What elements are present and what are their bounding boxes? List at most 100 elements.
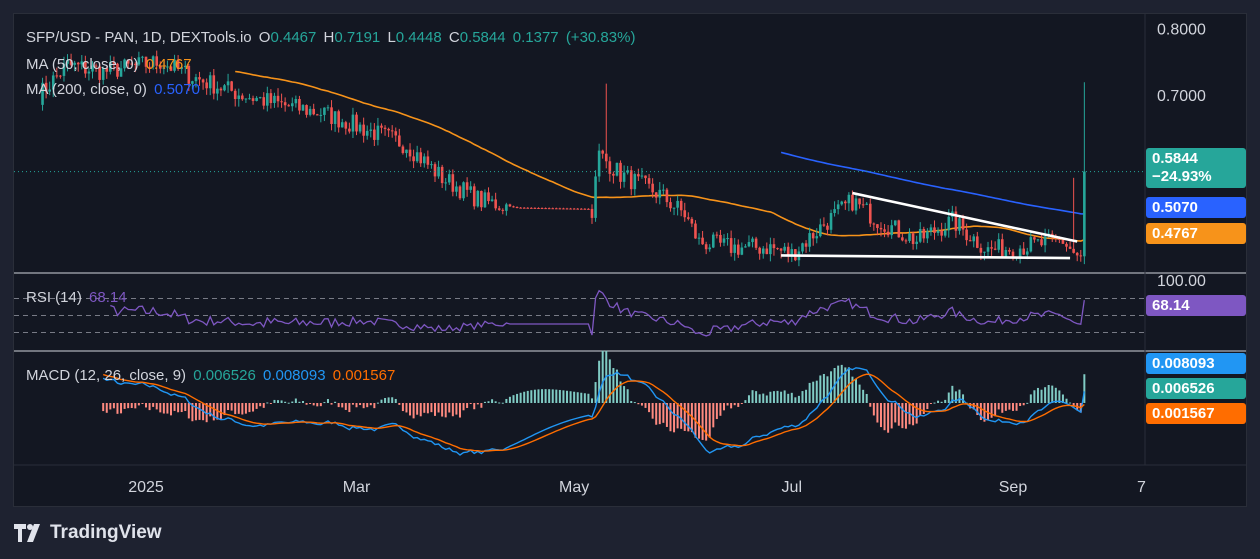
macd-histogram-bar — [747, 395, 750, 403]
candle-body — [711, 234, 715, 248]
macd-histogram-bar — [655, 403, 658, 425]
time-tick-label: 2025 — [128, 479, 164, 496]
ma50-legend[interactable]: MA (50, close, 0) 0.4767 — [26, 56, 195, 73]
macd-histogram-bar — [630, 401, 633, 403]
close-value: 0.5844 — [459, 29, 506, 46]
candle-body — [801, 243, 804, 252]
candle-body — [754, 238, 758, 248]
macd-histogram-bar — [1047, 384, 1050, 403]
time-tick-label: Sep — [999, 479, 1028, 496]
macd-histogram-bar — [501, 402, 504, 404]
macd-legend[interactable]: MACD (12, 26, close, 9) 0.006526 0.00809… — [26, 367, 398, 384]
candle-body — [744, 246, 747, 248]
macd-histogram-bar — [726, 403, 729, 406]
ma200-legend[interactable]: MA (200, close, 0) 0.5070 — [26, 81, 203, 98]
macd-histogram-bar — [780, 391, 783, 403]
macd-histogram-bar — [134, 403, 137, 409]
brand-name: TradingView — [50, 522, 162, 543]
candle-body — [294, 98, 298, 104]
macd-histogram-bar — [805, 389, 808, 403]
high-value: 0.7191 — [334, 29, 381, 46]
candle-body — [462, 182, 465, 199]
macd-histogram-bar — [269, 403, 272, 404]
macd-histogram-bar — [305, 403, 308, 405]
candle-body — [426, 156, 430, 165]
candle-body — [651, 183, 654, 193]
macd-histogram-bar — [1065, 398, 1068, 403]
candle-body — [55, 75, 59, 77]
macd-histogram-bar — [794, 397, 797, 403]
candle-body — [465, 182, 469, 190]
macd-histogram-bar — [662, 403, 665, 423]
macd-histogram-bar — [897, 403, 900, 426]
candle-body — [687, 217, 690, 219]
macd-histogram-bar — [544, 389, 547, 403]
candle-body — [893, 220, 897, 226]
close-label: C0.5844 — [448, 29, 506, 46]
ma200-label: MA (200, close, 0) — [26, 81, 147, 98]
candle-body — [936, 230, 940, 233]
candle-body — [633, 174, 637, 190]
macd-histogram-bar — [120, 403, 123, 414]
candle-body — [469, 186, 472, 190]
candle-body — [333, 111, 337, 124]
macd-histogram-bar — [434, 403, 437, 416]
candle-body — [216, 88, 219, 94]
candle-body — [922, 229, 926, 239]
candle-body — [191, 81, 194, 84]
candle-body — [729, 238, 733, 253]
macd-histogram-bar — [255, 403, 258, 409]
candle-body — [658, 189, 662, 198]
candle-body — [576, 208, 580, 210]
macd-histogram-bar — [883, 403, 886, 431]
chart-frame[interactable]: 0.80000.70000.6000100.002025MarMayJulSep… — [13, 13, 1247, 507]
macd-histogram-bar — [587, 393, 590, 403]
candle-body — [319, 114, 323, 116]
macd-histogram-bar — [590, 398, 593, 403]
candle-body — [151, 56, 155, 67]
chart-canvas[interactable]: 0.80000.70000.6000100.002025MarMayJulSep… — [14, 14, 1246, 506]
candle-body — [405, 149, 408, 154]
candle-body — [219, 88, 223, 91]
macd-histogram-bar — [512, 395, 515, 403]
tradingview-logo[interactable]: TradingView — [14, 520, 162, 546]
candle-body — [908, 233, 911, 241]
macd-histogram-bar — [865, 393, 868, 403]
open-label: O0.4467 — [258, 29, 317, 46]
candle-body — [1011, 251, 1015, 258]
candle-body — [383, 127, 387, 129]
macd-histogram-bar — [162, 403, 165, 414]
candle-body — [283, 102, 287, 106]
candle-body — [287, 105, 291, 107]
macd-histogram-bar — [879, 403, 882, 428]
last-price-value: 0.5844 — [1152, 150, 1198, 167]
symbol-legend[interactable]: SFP/USD - PAN, 1D, DEXTools.io O0.4467 H… — [26, 29, 638, 46]
macd-histogram-bar — [1044, 387, 1047, 403]
macd-histogram-bar — [127, 403, 130, 409]
macd-histogram-bar — [462, 403, 465, 411]
macd-histogram-bar — [241, 403, 244, 415]
rsi-legend[interactable]: RSI (14) 68.14 — [26, 289, 130, 306]
candle-body — [590, 208, 594, 218]
macd-histogram-bar — [915, 403, 918, 424]
candle-body — [555, 208, 558, 210]
macd-histogram-bar — [1026, 402, 1029, 404]
candle-body — [251, 98, 255, 101]
macd-histogram-bar — [733, 403, 736, 406]
macd-histogram-bar — [683, 403, 686, 431]
rsi-line — [110, 289, 1085, 337]
macd-histogram-bar — [473, 403, 476, 410]
macd-histogram-bar — [1054, 387, 1057, 403]
candle-body — [91, 65, 94, 72]
candle-body — [515, 207, 519, 209]
candle-body — [1040, 239, 1043, 246]
ma200-price-label: 0.5070 — [1146, 197, 1246, 218]
candle-body — [861, 204, 865, 206]
macd-histogram-bar — [148, 403, 151, 411]
macd-histogram-bar — [573, 391, 576, 403]
macd-histogram-bar — [266, 402, 269, 404]
macd-histogram-bar — [751, 390, 754, 403]
candle-body — [305, 105, 308, 115]
macd-histogram-bar — [398, 403, 401, 405]
macd-histogram-bar — [673, 403, 676, 433]
